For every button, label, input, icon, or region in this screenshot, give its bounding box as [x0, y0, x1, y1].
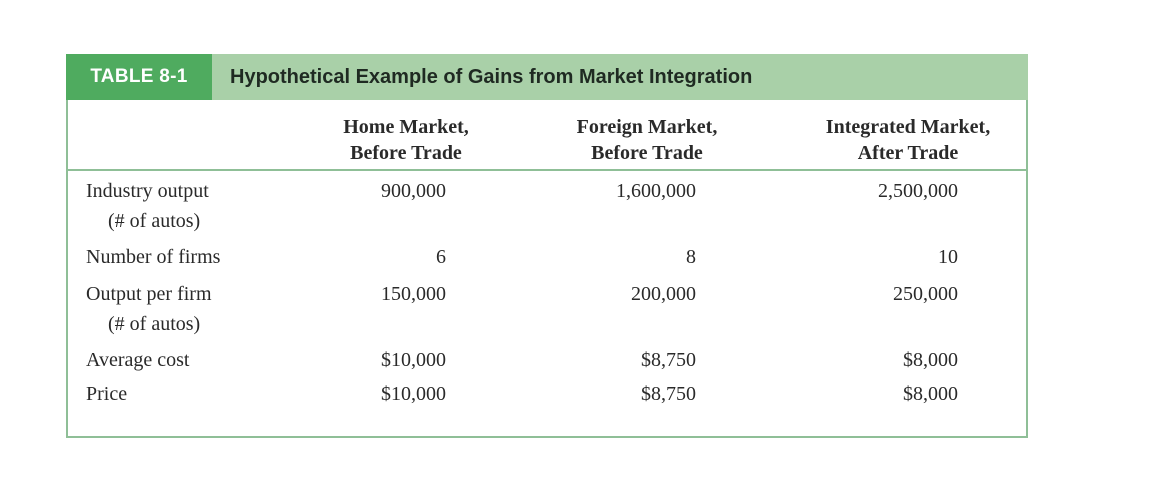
row-label-industry-output: Industry output (# of autos) [86, 180, 209, 232]
header-divider [68, 169, 1026, 171]
cell-price-home: $10,000 [381, 383, 446, 405]
column-header-home-market: Home Market, Before Trade [343, 116, 469, 164]
table-title-bar: TABLE 8-1 Hypothetical Example of Gains … [66, 54, 1028, 100]
row-label-price: Price [86, 383, 128, 405]
cell-output-per-firm-foreign: 200,000 [631, 283, 696, 305]
cell-number-of-firms-home: 6 [436, 246, 446, 268]
table-frame [66, 54, 1028, 438]
cell-industry-output-integrated: 2,500,000 [878, 180, 958, 202]
cell-price-integrated: $8,000 [903, 383, 958, 405]
cell-average-cost-home: $10,000 [381, 349, 446, 371]
row-label-number-of-firms: Number of firms [86, 246, 221, 268]
cell-price-foreign: $8,750 [641, 383, 696, 405]
table-title: Hypothetical Example of Gains from Marke… [230, 66, 753, 88]
cell-number-of-firms-foreign: 8 [686, 246, 696, 268]
cell-number-of-firms-integrated: 10 [938, 246, 958, 268]
column-header-integrated-market: Integrated Market, After Trade [825, 116, 991, 164]
table-number-label: TABLE 8-1 [66, 54, 212, 100]
row-label-output-per-firm: Output per firm (# of autos) [86, 283, 212, 335]
cell-output-per-firm-integrated: 250,000 [893, 283, 958, 305]
cell-output-per-firm-home: 150,000 [381, 283, 446, 305]
cell-average-cost-foreign: $8,750 [641, 349, 696, 371]
cell-average-cost-integrated: $8,000 [903, 349, 958, 371]
cell-industry-output-foreign: 1,600,000 [616, 180, 696, 202]
column-header-foreign-market: Foreign Market, Before Trade [576, 116, 718, 164]
cell-industry-output-home: 900,000 [381, 180, 446, 202]
row-label-average-cost: Average cost [86, 349, 190, 371]
